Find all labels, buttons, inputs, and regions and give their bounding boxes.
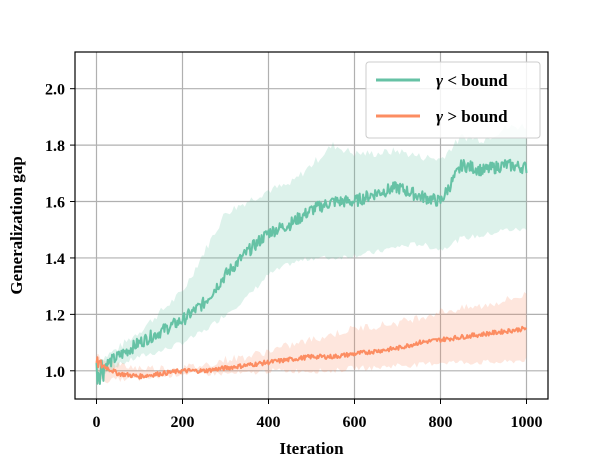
x-tick-label: 600 [343, 414, 367, 431]
x-tick-label: 0 [93, 414, 101, 431]
x-tick-label: 1000 [511, 414, 543, 431]
x-tick-label: 800 [429, 414, 453, 431]
legend: γ < bound γ > bound [365, 61, 541, 139]
series-line-below [95, 158, 528, 385]
y-tick-label: 1.0 [45, 364, 65, 381]
y-axis-label: Generalization gap [7, 156, 26, 294]
y-tick-label: 1.2 [45, 307, 65, 324]
x-tick-label: 200 [171, 414, 195, 431]
x-axis-label: Iteration [279, 439, 344, 457]
confidence-bands [96, 123, 527, 384]
y-tick-label: 1.8 [45, 138, 65, 155]
series-line-above [95, 325, 528, 380]
legend-symbol-below: γ [436, 71, 444, 90]
legend-rest-below: < bound [443, 71, 508, 90]
y-tick-label: 2.0 [45, 82, 65, 99]
band-below [96, 123, 527, 380]
y-tick-label: 1.4 [45, 251, 65, 268]
legend-rest-above: > bound [443, 107, 508, 126]
legend-label-above: γ > bound [436, 107, 508, 126]
y-axis-ticks: 1.0 1.2 1.4 1.6 1.8 2.0 [45, 82, 75, 381]
series-lines [95, 158, 528, 385]
band-above [96, 292, 527, 384]
legend-label-below: γ < bound [436, 71, 508, 90]
x-axis-ticks: 0 200 400 600 800 1000 [93, 399, 543, 431]
y-tick-label: 1.6 [45, 195, 65, 212]
x-tick-label: 400 [257, 414, 281, 431]
legend-symbol-above: γ [436, 107, 444, 126]
plot-frame [74, 51, 549, 400]
